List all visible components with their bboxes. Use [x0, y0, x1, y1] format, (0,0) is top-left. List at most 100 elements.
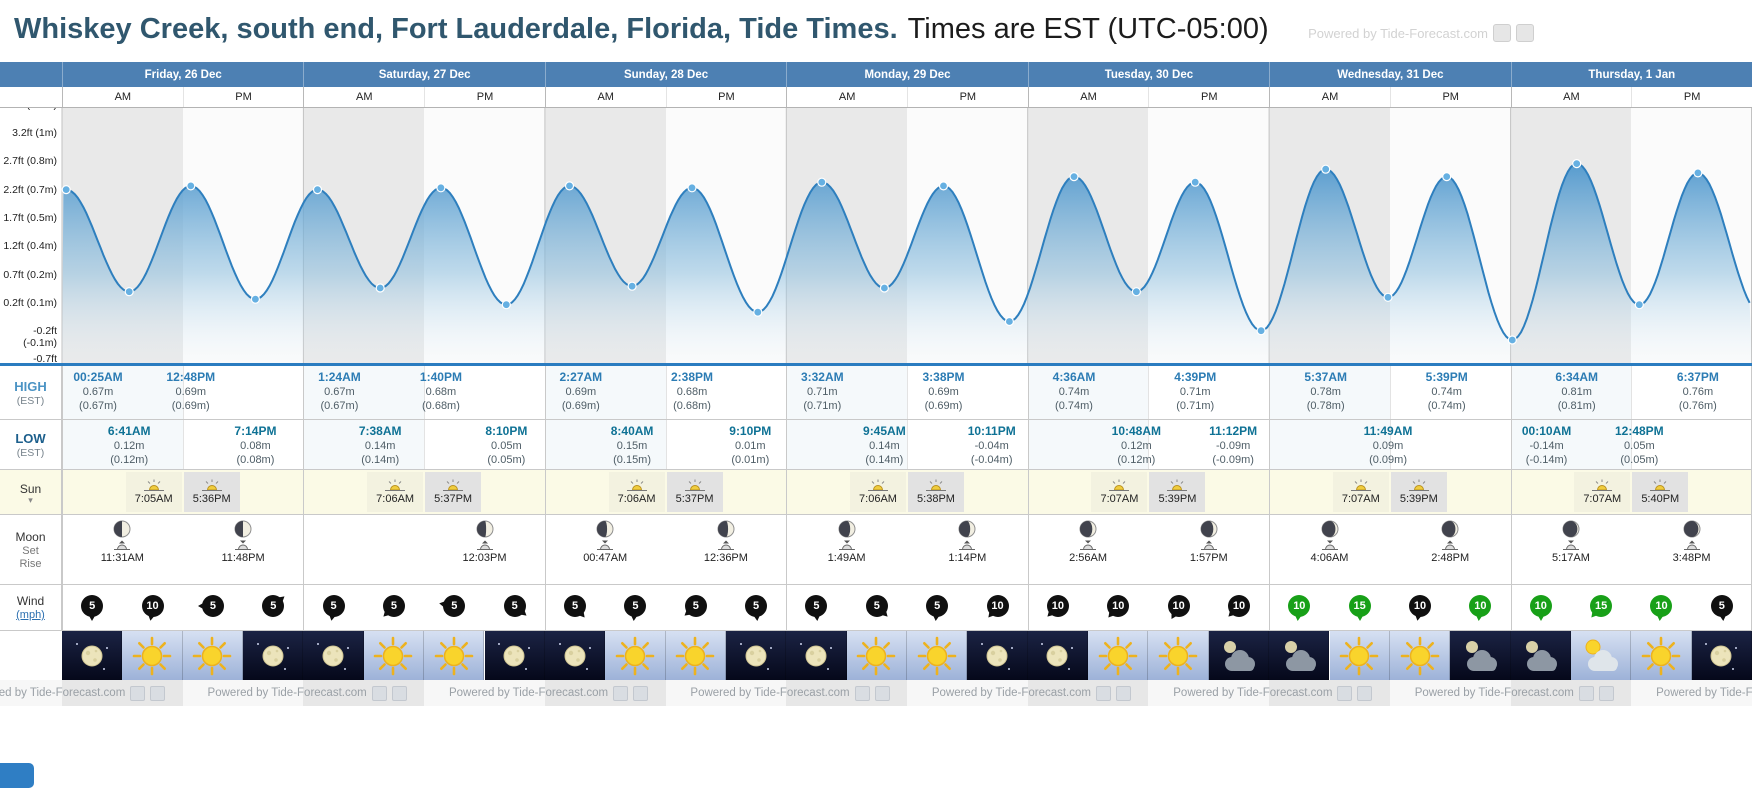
high-tide-entry: 1:40PM 0.68m (0.68m)	[398, 370, 484, 414]
sun-sort-arrow[interactable]: ▾	[28, 494, 33, 505]
high-tide-time: 12:48PM	[166, 370, 216, 384]
footer-icon-2[interactable]	[874, 685, 890, 701]
chart-baseline	[0, 363, 1752, 366]
footer-icon-2[interactable]	[1115, 685, 1131, 701]
halfday-separator	[424, 420, 426, 469]
sunset-cell: 5:36PM	[183, 472, 240, 512]
weather-glyph-day-sun	[1158, 636, 1198, 675]
weather-glyph-night-cloud	[1526, 640, 1558, 671]
tide-high-marker	[564, 181, 575, 191]
y-axis-label: 2.7ft (0.8m)	[3, 155, 57, 168]
moon-phase-icon	[717, 520, 735, 538]
tide-low-marker	[375, 283, 385, 293]
low-tide-time: 12:48PM	[1614, 424, 1664, 438]
wind-badge: 10	[1288, 595, 1311, 622]
moon-rise-time: 12:03PM	[462, 552, 507, 564]
low-tide-time: 9:45AM	[863, 424, 906, 438]
tide-high-marker	[1190, 177, 1200, 187]
moon-set-entry: 1:49AM	[807, 520, 887, 564]
high-tide-height-datum: (0.74m)	[1427, 400, 1466, 413]
wind-speed-value: 10	[141, 595, 164, 617]
wind-speed-value: 5	[624, 595, 647, 617]
low-tide-entry: 8:10PM 0.05m (0.05m)	[463, 424, 549, 468]
tide-high-marker	[312, 184, 323, 195]
day-header-row: Friday, 26 Dec Saturday, 27 Dec Sunday, 28…	[0, 62, 1752, 87]
high-row-label: HIGH (EST)	[0, 366, 62, 419]
day-separator	[1027, 585, 1029, 630]
high-tide-height: 0.81m	[1561, 386, 1592, 399]
day-header-cell: Sunday, 28 Dec	[544, 62, 786, 87]
footer-icon-2[interactable]	[1598, 685, 1614, 701]
weather-icon-night-moon	[725, 631, 787, 680]
wind-badge: 10	[1529, 595, 1552, 621]
footer-icon-1[interactable]	[371, 685, 387, 701]
sunrise-cell: 7:06AM	[850, 472, 906, 512]
wind-row: Wind (mph) 5 10 5 5 5 5 5 5 5 5 5 5 5 5 5 10 10 10 10 10 10 1…	[0, 585, 1752, 631]
pm-header-cell: PM	[665, 87, 787, 107]
am-tint	[62, 366, 183, 419]
sunset-time: 5:39PM	[1158, 493, 1197, 505]
moon-set-entry: 4:06AM	[1290, 520, 1370, 564]
sunset-time: 5:37PM	[434, 493, 473, 505]
am-header-cell: AM	[1027, 87, 1149, 107]
tide-high-marker	[1572, 158, 1582, 169]
footer-icon-1[interactable]	[1095, 685, 1111, 701]
wind-speed-value: 5	[322, 595, 345, 617]
moon-set-icon	[235, 540, 252, 550]
tide-low-marker	[879, 283, 890, 293]
sunrise-time: 7:07AM	[1341, 493, 1380, 505]
day-separator	[1027, 470, 1029, 514]
footer-icon-1[interactable]	[854, 685, 870, 701]
pm-header-cell: PM	[907, 87, 1028, 107]
floating-corner-button[interactable]	[0, 763, 34, 788]
sunset-time: 5:37PM	[675, 493, 714, 505]
moon-set-icon	[838, 540, 855, 550]
y-axis-label: 1.2ft (0.4m)	[3, 240, 57, 253]
weather-glyph-day-sun	[1400, 636, 1439, 675]
footer-branding: Powered by Tide-Forecast.com	[1152, 680, 1393, 706]
footer-icon-1[interactable]	[1578, 685, 1594, 701]
wind-units-link[interactable]: (mph)	[16, 609, 45, 621]
y-axis-label: -0.7ft (-0.2m)	[33, 353, 57, 363]
wind-speed-value: 5	[865, 595, 888, 617]
day-separator	[1269, 585, 1271, 630]
low-tide-height-datum: (0.14m)	[865, 454, 904, 467]
day-separator	[786, 585, 788, 630]
low-tide-height-datum: (0.05m)	[1620, 454, 1659, 467]
footer-icon-1[interactable]	[130, 685, 146, 701]
photo-icon[interactable]	[1516, 24, 1534, 42]
weather-glyph-day-sun	[615, 636, 655, 675]
moon-rise-icon	[114, 540, 131, 550]
am-tint	[786, 420, 907, 469]
day-separator	[1510, 470, 1512, 514]
high-tide-entry: 4:39PM 0.71m (0.71m)	[1152, 370, 1238, 414]
moon-rise-label: Rise	[19, 557, 42, 570]
wind-speed-value: 5	[1710, 595, 1733, 617]
high-tide-height-datum: (0.68m)	[673, 400, 711, 413]
weather-icon-night-moon	[1691, 631, 1752, 680]
low-tide-height-datum: (0.08m)	[236, 454, 275, 467]
wind-speed-value: 10	[1529, 595, 1552, 617]
halfday-separator	[1389, 420, 1391, 469]
footer-icon-1[interactable]	[613, 685, 629, 701]
footer-icon-2[interactable]	[150, 685, 166, 701]
weather-icon-day-sun	[1389, 631, 1451, 680]
weather-icon-night-moon	[967, 631, 1028, 680]
high-tide-time: 1:24AM	[318, 370, 361, 384]
moon-rise-time: 12:36PM	[703, 552, 748, 564]
sunrise-icon	[385, 479, 406, 491]
share-icon[interactable]	[1493, 24, 1511, 42]
low-tide-time: 11:49AM	[1363, 424, 1413, 438]
sunrise-time: 7:07AM	[1583, 493, 1622, 505]
footer-icon-2[interactable]	[633, 685, 649, 701]
tide-high-marker	[1069, 171, 1079, 182]
am-tint	[1027, 420, 1149, 469]
wind-badge: 10	[1650, 595, 1673, 622]
halfday-separator	[665, 366, 667, 419]
footer-icon-1[interactable]	[1337, 685, 1353, 701]
day-separator	[62, 515, 63, 584]
weather-glyph-night-moon	[317, 642, 350, 670]
day-separator	[62, 420, 63, 469]
footer-icon-2[interactable]	[391, 685, 407, 701]
footer-icon-2[interactable]	[1357, 685, 1373, 701]
